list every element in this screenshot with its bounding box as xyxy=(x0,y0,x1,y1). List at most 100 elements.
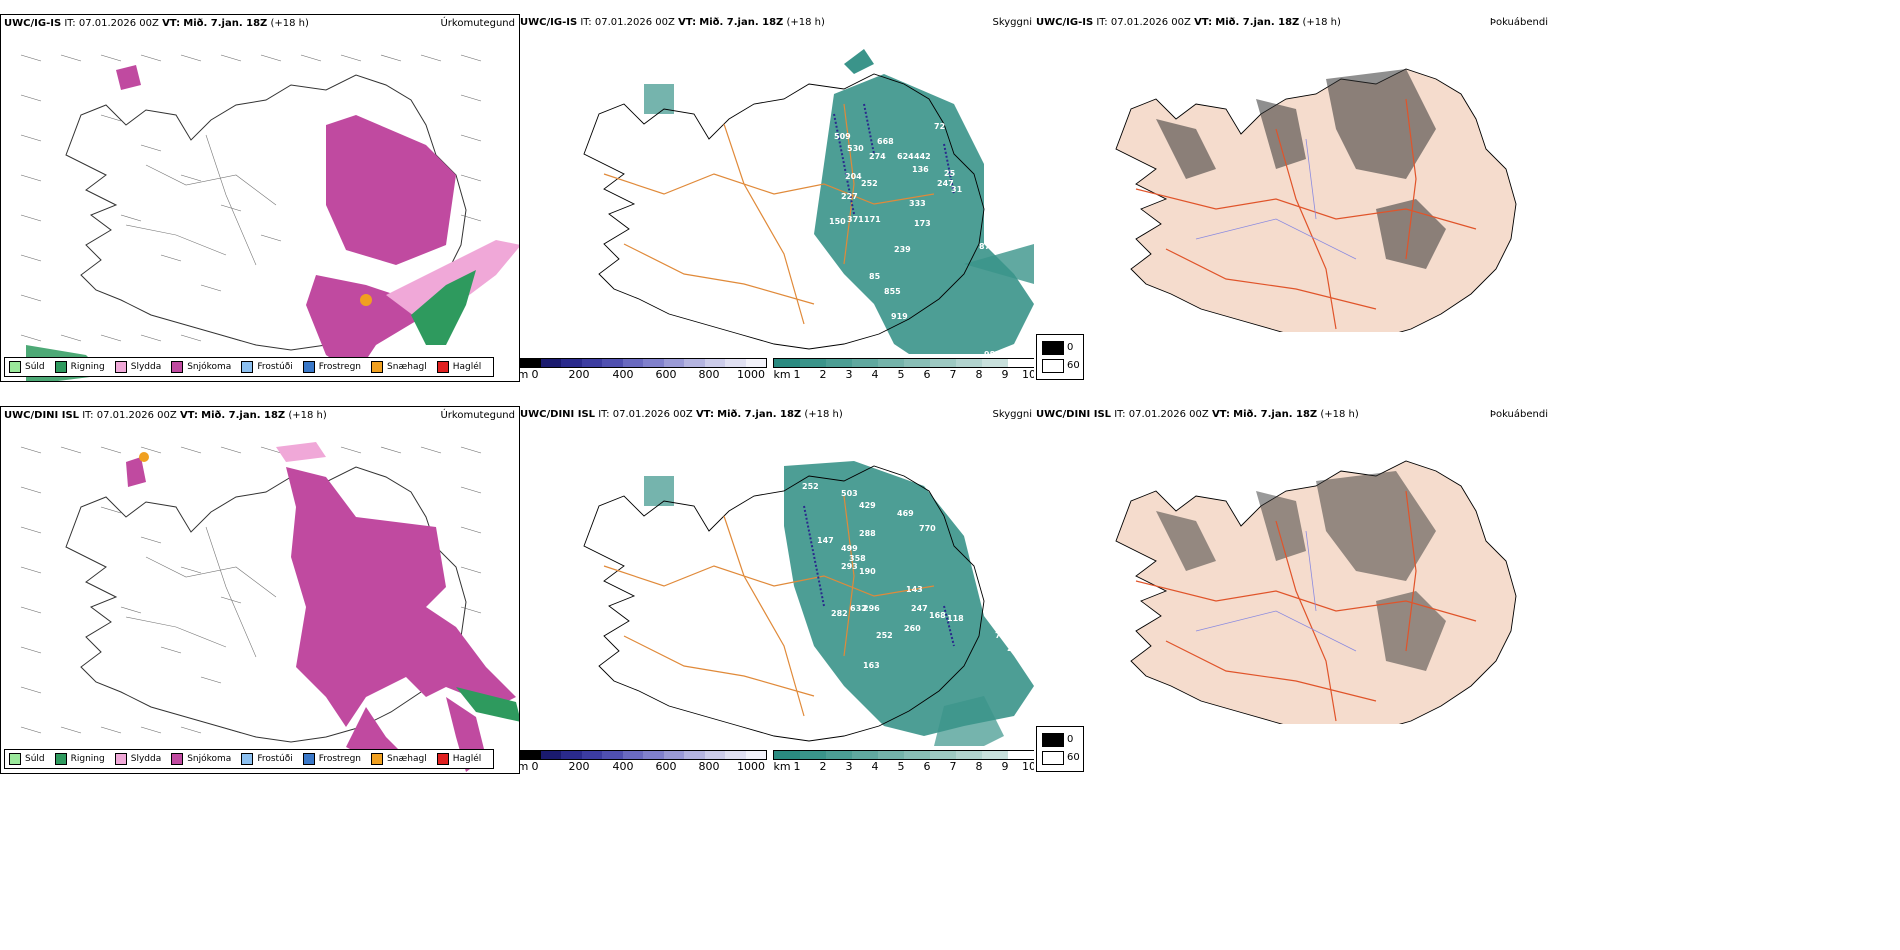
colorbar-tick: 3 xyxy=(845,760,853,772)
svg-text:735: 735 xyxy=(995,631,1012,640)
precip-type-panel-2: UWC/DINI ISL IT: 07.01.2026 00Z VT: Mið.… xyxy=(0,406,520,774)
legend-item: Haglél xyxy=(436,753,481,765)
product-title: Þokuábendi xyxy=(1489,17,1548,28)
svg-text:227: 227 xyxy=(841,192,858,201)
svg-text:987: 987 xyxy=(984,350,1001,354)
precip-legend: Súld Rigning Slydda Snjókoma Frostúði Fr… xyxy=(4,357,495,377)
fog-legend-bottom: 60 xyxy=(1067,752,1080,763)
fog-legend: 0 60 xyxy=(1036,726,1084,772)
colorbar-gradient xyxy=(773,358,1034,368)
svg-text:855: 855 xyxy=(884,287,901,296)
product-title: Úrkomutegund xyxy=(440,18,515,29)
svg-text:204: 204 xyxy=(845,172,862,181)
svg-text:118: 118 xyxy=(947,614,964,623)
colorbar-tick: 1 xyxy=(793,760,801,772)
legend-item: Snæhagl xyxy=(371,361,427,373)
svg-text:10: 10 xyxy=(639,67,651,76)
svg-text:190: 190 xyxy=(859,567,876,576)
colorbar-tick: 7 xyxy=(949,368,957,380)
svg-text:293: 293 xyxy=(841,562,858,571)
colorbar-unit: km xyxy=(773,368,791,380)
visibility-map-1: 10 509 530 274 668 624 442 204 252 136 2… xyxy=(583,49,1034,364)
fog-legend-top: 0 xyxy=(1067,342,1074,353)
cloud-labels: 252 503 429 469 770 288 499 293 190 143 … xyxy=(802,482,1024,670)
colorbar-tick: 10 xyxy=(1022,368,1034,380)
colorbar-tick: 1 xyxy=(793,368,801,380)
fog-panel-1: Þokuábendi UWC/IG-IS IT: 07.01.2026 00Z … xyxy=(1036,14,1552,332)
panel-header: UWC/DINI ISL IT: 07.01.2026 00Z VT: Mið.… xyxy=(1036,409,1359,420)
colorbar-unit: m xyxy=(519,760,529,772)
fog-map-2 xyxy=(1115,460,1517,724)
product-title: Þokuábendi xyxy=(1489,409,1548,420)
svg-text:31: 31 xyxy=(951,185,963,194)
svg-text:919: 919 xyxy=(891,312,908,321)
svg-text:442: 442 xyxy=(914,152,931,161)
colorbar-tick: 7 xyxy=(949,760,957,772)
colorbar-tick: 8 xyxy=(975,368,983,380)
svg-text:239: 239 xyxy=(894,245,911,254)
svg-text:136: 136 xyxy=(912,165,929,174)
panel-header: UWC/IG-IS IT: 07.01.2026 00Z VT: Mið. 7.… xyxy=(520,17,825,28)
colorbar-unit: km xyxy=(773,760,791,772)
svg-text:171: 171 xyxy=(864,215,881,224)
colorbar-gradient xyxy=(519,750,767,760)
svg-text:509: 509 xyxy=(834,132,851,141)
svg-text:668: 668 xyxy=(877,137,894,146)
legend-item: Slydda xyxy=(114,361,161,373)
fog-legend-bottom: 60 xyxy=(1067,360,1080,371)
colorbar-tick: 4 xyxy=(871,368,879,380)
colorbar-tick: 200 xyxy=(568,368,590,380)
svg-text:770: 770 xyxy=(919,524,936,533)
colorbar-tick: 5 xyxy=(897,760,905,772)
fog-legend: 0 60 xyxy=(1036,334,1084,380)
colorbar-tick: 600 xyxy=(655,760,677,772)
legend-item: Frostúði xyxy=(241,361,293,373)
svg-text:150: 150 xyxy=(829,217,846,226)
svg-text:358: 358 xyxy=(849,554,866,563)
svg-text:147: 147 xyxy=(817,536,834,545)
svg-text:168: 168 xyxy=(929,611,946,620)
product-title: Skyggni xyxy=(992,17,1032,28)
colorbar-tick: 6 xyxy=(923,760,931,772)
panel-header: UWC/DINI ISL IT: 07.01.2026 00Z VT: Mið.… xyxy=(4,410,327,421)
precip-type-panel-1: UWC/IG-IS IT: 07.01.2026 00Z VT: Mið. 7.… xyxy=(0,14,520,382)
precip-legend: Súld Rigning Slydda Snjókoma Frostúði Fr… xyxy=(4,749,495,769)
svg-text:173: 173 xyxy=(914,219,931,228)
visibility-colorbar: km 1 2 3 4 5 6 7 8 9 10 xyxy=(773,750,1034,772)
cloud-base-colorbar: m 0 200 400 600 800 1000 xyxy=(519,750,767,772)
colorbar-tick: 9 xyxy=(1001,760,1009,772)
colorbar-tick: 0 xyxy=(531,368,539,380)
svg-text:632: 632 xyxy=(850,604,867,613)
legend-item: Súld xyxy=(9,361,45,373)
svg-text:260: 260 xyxy=(904,624,921,633)
fog-map-1 xyxy=(1115,68,1517,332)
svg-text:252: 252 xyxy=(861,179,878,188)
colorbar-gradient xyxy=(773,750,1034,760)
colorbar-tick: 400 xyxy=(612,368,634,380)
colorbar-gradient xyxy=(519,358,767,368)
wind-barbs xyxy=(20,446,482,734)
legend-item: Haglél xyxy=(436,361,481,373)
colorbar-tick: 1000 xyxy=(737,368,765,380)
svg-text:282: 282 xyxy=(831,609,848,618)
colorbar-tick: 1000 xyxy=(737,760,765,772)
svg-text:503: 503 xyxy=(841,489,858,498)
visibility-panel-2: 252 503 429 469 770 288 499 293 190 143 … xyxy=(519,406,1034,772)
colorbar-tick: 3 xyxy=(845,368,853,380)
svg-text:874: 874 xyxy=(979,242,996,251)
product-title: Skyggni xyxy=(992,409,1032,420)
legend-item: Snjókoma xyxy=(171,753,231,765)
colorbar-unit: m xyxy=(519,368,529,380)
precip-map-1 xyxy=(20,54,519,381)
svg-text:252: 252 xyxy=(802,482,819,491)
svg-text:252: 252 xyxy=(876,631,893,640)
colorbar-tick: 600 xyxy=(655,368,677,380)
precip-map-2 xyxy=(20,442,519,772)
svg-text:247: 247 xyxy=(911,604,928,613)
svg-text:499: 499 xyxy=(841,544,858,553)
legend-item: Frostregn xyxy=(302,361,361,373)
colorbar-tick: 800 xyxy=(698,760,720,772)
legend-item: Rigning xyxy=(54,753,105,765)
legend-item: Frostregn xyxy=(302,753,361,765)
colorbar-tick: 6 xyxy=(923,368,931,380)
